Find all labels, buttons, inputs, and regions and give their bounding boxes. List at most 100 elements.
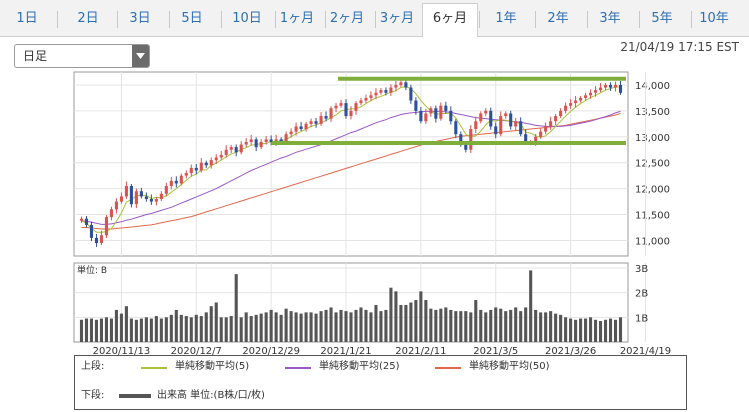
candle-body [224, 149, 228, 155]
candle-body [389, 87, 393, 93]
tab-1年[interactable]: 1年 [495, 11, 517, 26]
candle-body [344, 103, 348, 117]
volume-bar [304, 312, 308, 342]
volume-bar [603, 319, 608, 342]
candle-body [134, 191, 138, 205]
legend-lower-row: 下段: 出来高 単位:(B株/口/枚) [81, 389, 681, 403]
candle-body [374, 92, 378, 96]
volume-bar [339, 309, 343, 342]
candle-body [189, 167, 193, 174]
candle-body [89, 224, 94, 238]
chart-interval-select[interactable]: 日足 [14, 44, 150, 68]
volume-bar [529, 270, 533, 342]
candle-body [284, 134, 288, 142]
volume-bar [594, 319, 598, 342]
volume-bar [264, 312, 268, 342]
volume-bar [374, 304, 378, 342]
volume-bar [504, 311, 508, 342]
volume-bar [134, 319, 138, 342]
candle-body [509, 113, 513, 127]
candle-body [259, 141, 263, 148]
volume-bar [569, 318, 573, 342]
tab-10年[interactable]: 10年 [699, 11, 729, 26]
volume-bar [139, 318, 143, 342]
candle-body [384, 90, 388, 93]
candle-body [394, 84, 398, 88]
candle-body [229, 147, 233, 150]
volume-bar [499, 308, 503, 342]
volume-bar [219, 317, 223, 342]
volume-bar [479, 309, 483, 342]
volume-bar [99, 318, 103, 342]
candle-body [204, 162, 208, 166]
volume-bar [613, 319, 618, 342]
volume-bar [364, 309, 368, 342]
volume-bar [409, 302, 413, 342]
volume-swatch [119, 394, 151, 398]
volume-bar [169, 314, 173, 342]
candle-body [544, 126, 548, 132]
tab-3日[interactable]: 3日 [129, 11, 151, 26]
volume-bar [274, 312, 278, 342]
volume-bar [104, 317, 108, 342]
legend-ma5-label: 単純移動平均(5) [175, 361, 250, 372]
tab-5日[interactable]: 5日 [181, 11, 203, 26]
candle-body [294, 126, 298, 132]
candle-body [424, 113, 428, 122]
volume-bar [559, 314, 563, 342]
tab-2日[interactable]: 2日 [77, 11, 99, 26]
candle-body [499, 116, 503, 135]
volume-bar [129, 318, 133, 342]
candle-body [304, 123, 308, 130]
time-axis-tick-label: 2021/2/11 [395, 346, 446, 357]
volume-bar [199, 316, 203, 342]
candle-body [434, 108, 438, 119]
volume-bar [484, 312, 488, 342]
candle-body [419, 110, 423, 122]
tab-5年[interactable]: 5年 [651, 11, 673, 26]
volume-bar [549, 311, 553, 342]
tab-2ヶ月[interactable]: 2ヶ月 [329, 11, 365, 26]
tab-6ヶ月[interactable]: 6ヶ月 [422, 3, 478, 37]
volume-bar [239, 317, 243, 342]
candle-body [249, 139, 253, 142]
chart-interval-value: 日足 [23, 49, 48, 63]
chevron-down-icon[interactable] [132, 45, 149, 67]
volume-bar [469, 312, 473, 342]
candle-body [613, 84, 618, 88]
volume-bar [584, 318, 588, 342]
candle-body [484, 110, 488, 114]
candle-body [618, 84, 623, 93]
tab-3ヶ月[interactable]: 3ヶ月 [379, 11, 415, 26]
volume-bar [124, 306, 128, 342]
volume-bar [509, 309, 513, 342]
candle-body [114, 201, 118, 210]
tab-1ヶ月[interactable]: 1ヶ月 [279, 11, 315, 26]
legend-volume-label: 出来高 単位:(B株/口/枚) [157, 390, 265, 401]
candle-body [469, 129, 473, 150]
tab-2年[interactable]: 2年 [547, 11, 569, 26]
candle-body [299, 126, 303, 130]
candle-body [564, 105, 568, 111]
volume-bar [514, 307, 518, 342]
volume-bar [439, 308, 443, 342]
candle-body [144, 196, 148, 199]
time-axis-tick-label: 2021/1/21 [320, 346, 371, 357]
stock-price-chart: 14,000 13,500 13,000 12,500 12,000 11,500 11,0… [73, 71, 671, 357]
time-axis-tick-label: 2020/12/29 [242, 346, 300, 357]
candle-body [479, 113, 483, 122]
tab-3年[interactable]: 3年 [599, 11, 621, 26]
volume-bar [394, 291, 398, 342]
candle-body [594, 90, 598, 93]
candle-body [369, 95, 373, 98]
price-axis-tick-label: 11,000 [635, 236, 670, 247]
volume-bar [174, 309, 178, 342]
candle-body [269, 139, 273, 142]
candle-body [429, 108, 433, 114]
candle-body [84, 218, 89, 225]
volume-axis-tick-label: 1B [635, 313, 648, 324]
candle-body [554, 116, 558, 122]
tab-10日[interactable]: 10日 [232, 11, 262, 26]
tab-1日[interactable]: 1日 [16, 11, 38, 26]
candle-body [159, 193, 163, 199]
